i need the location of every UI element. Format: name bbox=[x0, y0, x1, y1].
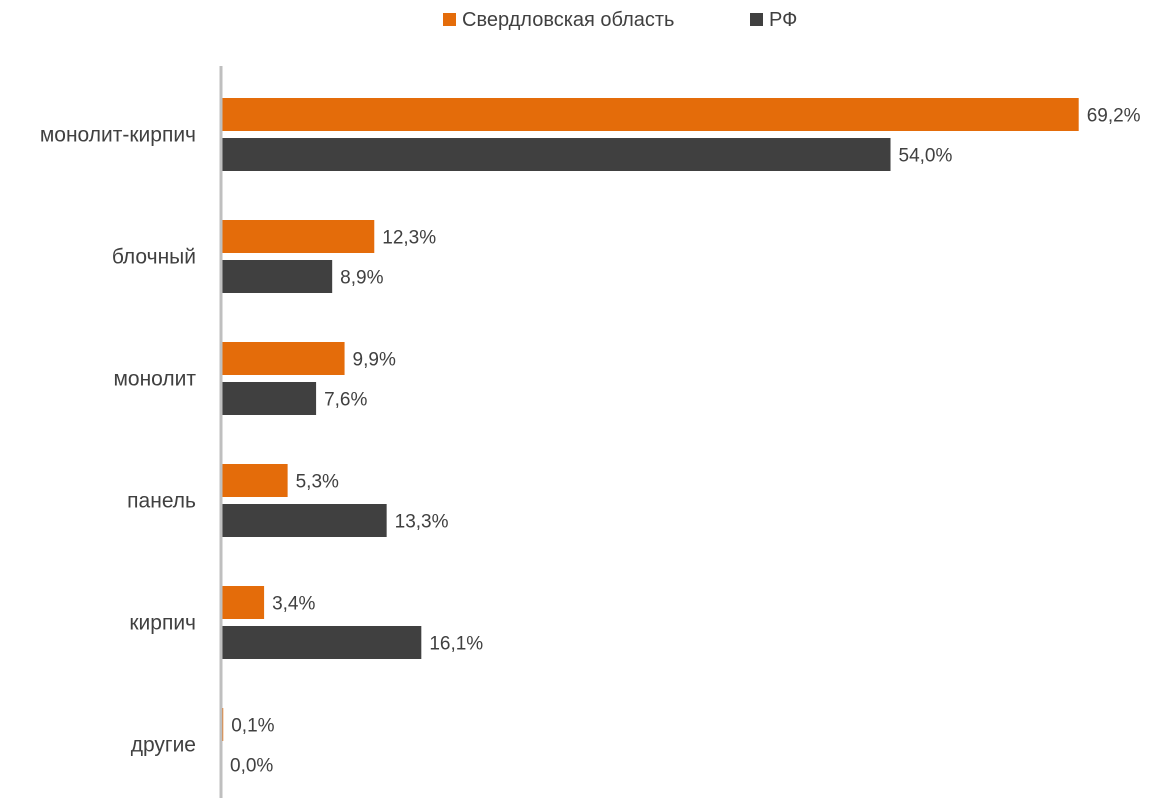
bar-rf bbox=[222, 138, 891, 171]
data-label-rf: 13,3% bbox=[395, 512, 449, 533]
data-label-sverdlovsk: 5,3% bbox=[296, 472, 339, 493]
data-label-sverdlovsk: 12,3% bbox=[382, 228, 436, 249]
bar-sverdlovsk bbox=[222, 586, 265, 619]
data-label-rf: 0,0% bbox=[230, 756, 273, 777]
legend-label-rf: РФ bbox=[769, 9, 797, 31]
data-label-sverdlovsk: 0,1% bbox=[231, 716, 274, 737]
data-label-sverdlovsk: 3,4% bbox=[272, 594, 315, 615]
data-label-rf: 54,0% bbox=[899, 146, 953, 167]
bar-sverdlovsk bbox=[222, 464, 288, 497]
data-label-rf: 7,6% bbox=[324, 390, 367, 411]
chart-bars: 69,2% 54,0% 12,3% 8,9% 9,9% 7,6% 5,3% 13,3% 3,4%… bbox=[222, 98, 1141, 777]
legend-label-sverdlovsk: Свердловская область bbox=[462, 9, 674, 31]
bar-sverdlovsk bbox=[222, 220, 375, 253]
category-label: монолит bbox=[113, 368, 196, 391]
data-label-rf: 16,1% bbox=[429, 634, 483, 655]
bar-rf bbox=[222, 504, 387, 537]
bar-sverdlovsk bbox=[222, 98, 1079, 131]
category-label: монолит-кирпич bbox=[40, 124, 196, 147]
category-label: блочный bbox=[112, 246, 196, 269]
category-label: панель bbox=[127, 490, 196, 513]
bar-rf bbox=[222, 260, 333, 293]
bar-sverdlovsk bbox=[222, 342, 345, 375]
category-label: другие bbox=[131, 734, 196, 757]
legend-swatch-rf bbox=[750, 13, 763, 26]
bar-rf bbox=[222, 382, 317, 415]
category-label: кирпич bbox=[129, 612, 196, 635]
data-label-sverdlovsk: 69,2% bbox=[1087, 106, 1141, 127]
bar-sverdlovsk bbox=[222, 708, 224, 741]
chart-legend: Свердловская область РФ bbox=[443, 9, 797, 31]
category-labels: монолит-кирпич блочный монолит панель кирпич… bbox=[40, 124, 197, 757]
legend-swatch-sverdlovsk bbox=[443, 13, 456, 26]
data-label-sverdlovsk: 9,9% bbox=[353, 350, 396, 371]
data-label-rf: 8,9% bbox=[340, 268, 383, 289]
bar-rf bbox=[222, 626, 422, 659]
